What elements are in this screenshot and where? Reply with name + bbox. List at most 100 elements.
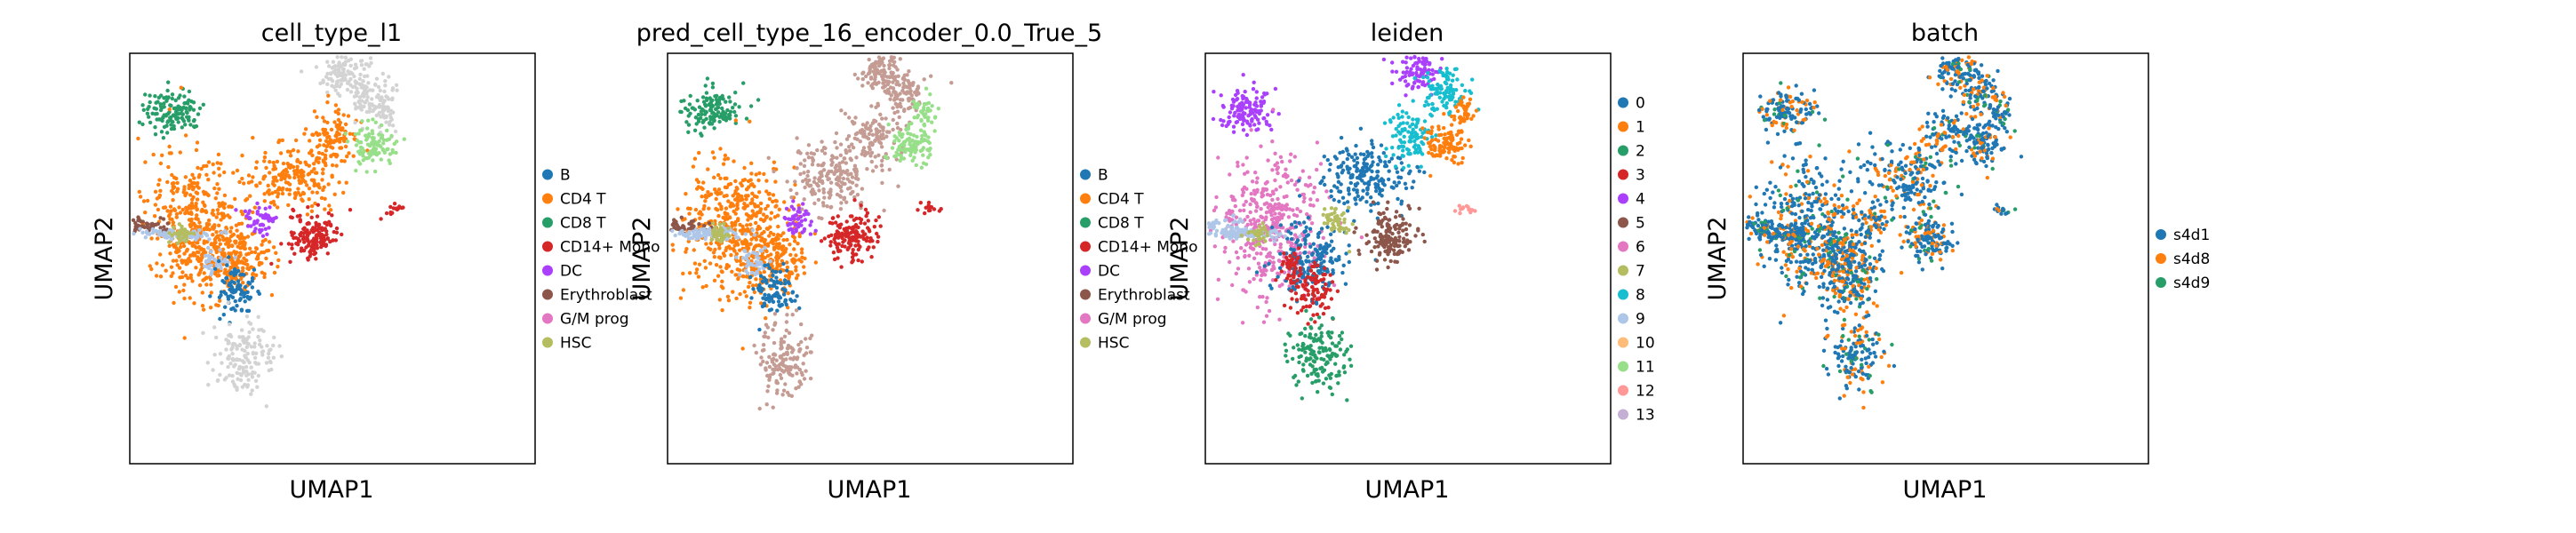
scatter-point <box>165 221 170 226</box>
scatter-point <box>897 139 901 143</box>
scatter-point <box>1285 180 1291 185</box>
scatter-point <box>263 206 268 211</box>
scatter-point <box>875 135 879 139</box>
scatter-point <box>716 233 720 237</box>
scatter-point <box>1270 278 1276 282</box>
scatter-point <box>1308 203 1313 207</box>
scatter-point <box>309 215 314 219</box>
scatter-point <box>762 171 766 177</box>
scatter-point <box>359 107 364 112</box>
scatter-point <box>292 169 297 173</box>
scatter-point <box>220 259 224 264</box>
scatter-point <box>822 151 828 155</box>
scatter-point <box>799 322 804 327</box>
scatter-point <box>1250 179 1255 184</box>
scatter-point <box>304 183 309 187</box>
scatter-point <box>356 99 362 104</box>
scatter-point <box>749 267 755 273</box>
scatter-point <box>260 222 264 227</box>
scatter-point <box>843 171 848 175</box>
scatter-point <box>808 223 812 227</box>
scatter-point <box>189 180 195 186</box>
scatter-point <box>768 259 772 264</box>
scatter-point <box>1236 104 1240 109</box>
scatter-point <box>272 203 277 207</box>
scatter-point <box>220 230 224 235</box>
scatter-point <box>202 203 207 208</box>
scatter-point <box>248 194 252 198</box>
scatter-point <box>167 240 172 244</box>
scatter-point <box>1278 245 1283 250</box>
scatter-point <box>322 143 326 147</box>
scatter-point <box>755 251 760 257</box>
scatter-point <box>851 259 855 264</box>
scatter-point <box>726 115 731 120</box>
scatter-point <box>307 187 312 191</box>
scatter-point <box>1233 203 1238 209</box>
scatter-point <box>268 359 273 364</box>
scatter-point <box>716 187 722 192</box>
scatter-point <box>1231 130 1236 134</box>
scatter-point <box>179 244 183 250</box>
scatter-point <box>330 163 335 168</box>
scatter-point <box>230 343 235 347</box>
scatter-point <box>924 162 929 167</box>
scatter-point <box>761 212 766 217</box>
scatter-point <box>267 240 272 244</box>
scatter-point <box>237 343 242 347</box>
scatter-point <box>245 352 250 356</box>
scatter-point <box>929 74 933 78</box>
scatter-point <box>1247 112 1252 117</box>
scatter-point <box>1247 253 1252 258</box>
scatter-point <box>818 179 822 183</box>
scatter-point <box>333 88 338 92</box>
scatter-point <box>268 205 272 210</box>
scatter-point <box>796 355 800 360</box>
scatter-point <box>296 149 300 154</box>
scatter-point <box>388 108 394 114</box>
scatter-point <box>354 168 358 173</box>
scatter-point <box>1332 282 1337 288</box>
scatter-point <box>937 209 942 213</box>
scatter-point <box>241 266 245 270</box>
scatter-point <box>168 212 172 217</box>
scatter-point <box>774 358 779 362</box>
scatter-point <box>358 128 363 132</box>
scatter-point <box>295 164 300 169</box>
scatter-point <box>215 182 220 187</box>
scatter-point <box>361 158 365 163</box>
scatter-point <box>235 251 239 255</box>
scatter-point <box>163 205 168 210</box>
scatter-point <box>209 282 213 287</box>
scatter-point <box>330 213 334 218</box>
scatter-point <box>323 161 327 165</box>
scatter-point <box>239 328 244 332</box>
scatter-point <box>1308 244 1313 249</box>
scatter-point <box>379 217 383 221</box>
scatter-point <box>1260 273 1264 278</box>
scatter-point <box>795 371 799 376</box>
scatter-point <box>854 252 859 257</box>
scatter-point <box>853 131 859 137</box>
scatter-point <box>202 239 206 243</box>
scatter-point <box>217 259 221 264</box>
scatter-point <box>735 203 740 208</box>
scatter-point <box>1306 215 1311 220</box>
scatter-point <box>199 246 204 251</box>
scatter-point <box>733 118 738 123</box>
scatter-point <box>262 274 267 280</box>
scatter-point <box>191 119 196 123</box>
scatter-point <box>253 227 258 231</box>
scatter-point <box>236 377 240 381</box>
scatter-point <box>231 358 236 362</box>
scatter-point <box>177 205 181 210</box>
scatter-point <box>747 251 751 257</box>
scatter-point <box>751 254 756 259</box>
scatter-point <box>1270 197 1275 203</box>
scatter-point <box>383 79 388 84</box>
scatter-point <box>908 140 912 145</box>
scatter-point <box>907 147 912 153</box>
scatter-point <box>265 232 269 236</box>
scatter-point <box>762 303 767 308</box>
scatter-point <box>186 258 190 262</box>
